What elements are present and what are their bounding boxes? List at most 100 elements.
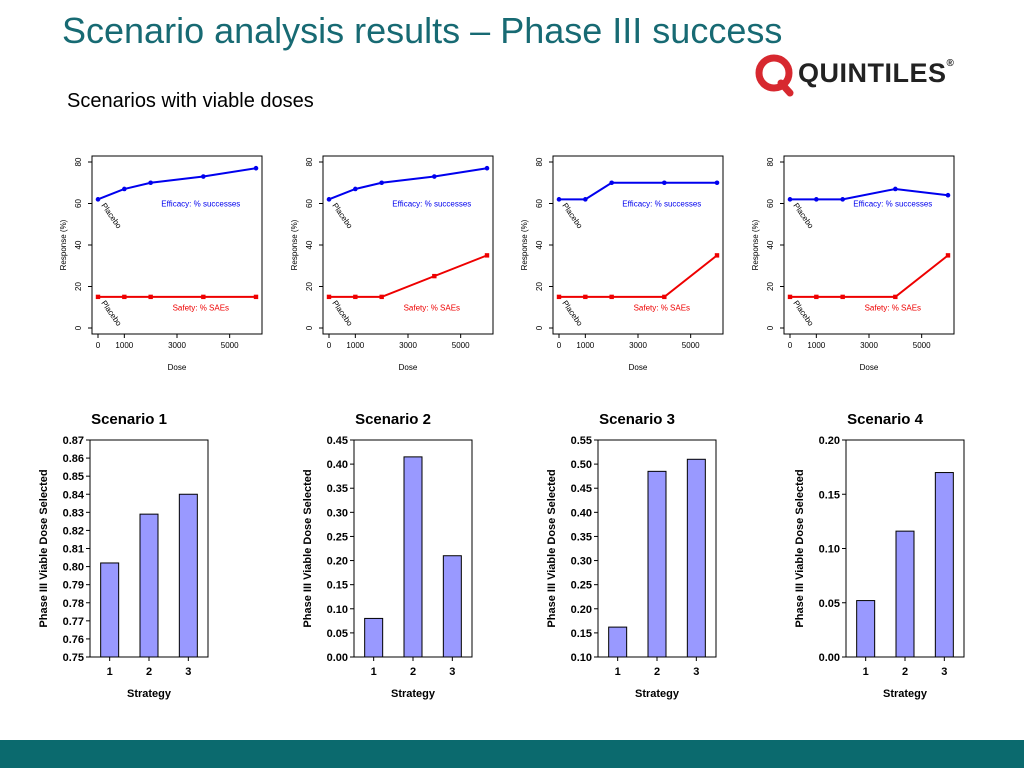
- y-tick-label: 0.05: [327, 628, 348, 640]
- y-tick-label: 0.80: [63, 562, 84, 574]
- x-tick-label: 0: [96, 341, 101, 350]
- x-tick-label: 2: [146, 666, 152, 678]
- efficacy-point: [787, 197, 793, 202]
- efficacy-point: [253, 165, 259, 171]
- y-tick-label: 60: [305, 199, 314, 208]
- bar: [686, 458, 706, 658]
- x-tick-label: 1: [107, 666, 113, 678]
- efficacy-point: [583, 197, 588, 202]
- x-tick-label: 5000: [452, 341, 470, 350]
- safety-point: [893, 294, 898, 300]
- y-axis-label: Response (%): [751, 219, 760, 270]
- x-tick-label: 5000: [913, 341, 931, 350]
- y-tick-label: 0.79: [63, 580, 84, 592]
- placebo-annotation: Placebo: [791, 201, 815, 230]
- line-chart-4: 0 20 40 60 80 0 1000 3000 5000 Dose Response (%) Ef…: [751, 155, 955, 372]
- efficacy-point: [814, 197, 819, 202]
- y-tick-label: 0.45: [327, 435, 348, 447]
- placebo-annotation: Placebo: [330, 299, 354, 328]
- placebo-annotation: Placebo: [99, 201, 123, 230]
- safety-point: [148, 294, 153, 300]
- x-tick-label: 0: [327, 341, 332, 350]
- y-tick-label: 0.85: [63, 471, 84, 483]
- x-tick-label: 3: [449, 666, 455, 678]
- safety-point: [95, 294, 101, 300]
- quintiles-logo-icon: [755, 54, 794, 97]
- y-tick-label: 80: [74, 157, 83, 166]
- y-tick-label: 0.76: [63, 634, 84, 646]
- bar-chart-scenario-3: Scenario 3 0.10 0.15 0.20 0.25 0.30 0.35 0.40 0.…: [546, 411, 717, 700]
- safety-point: [814, 294, 819, 300]
- y-tick-label: 0.30: [571, 556, 592, 568]
- bar-chart-title: Scenario 1: [91, 411, 167, 428]
- efficacy-point: [122, 186, 127, 192]
- y-tick-label: 20: [74, 282, 83, 291]
- y-tick-label: 20: [535, 282, 544, 291]
- bar-chart-scenario-4: Scenario 4 0.00 0.05 0.10 0.15 0.20 1 2 3 Strateg…: [794, 411, 965, 700]
- bar-chart-title: Scenario 4: [847, 411, 924, 428]
- bar: [403, 456, 423, 658]
- x-tick-label: 3: [185, 666, 191, 678]
- safety-point: [326, 294, 332, 300]
- bar: [100, 562, 120, 658]
- x-tick-label: 0: [788, 341, 793, 350]
- efficacy-point: [432, 174, 437, 179]
- y-tick-label: 0.25: [327, 531, 348, 543]
- efficacy-line: [790, 187, 949, 201]
- bar: [139, 513, 159, 658]
- efficacy-label: Efficacy: % successes: [853, 200, 932, 209]
- safety-point: [122, 294, 127, 300]
- x-tick-label: 5000: [221, 341, 239, 350]
- y-tick-label: 0.15: [819, 489, 840, 501]
- bar: [934, 472, 954, 658]
- y-axis-label: Phase III Viable Dose Selected: [38, 469, 50, 627]
- y-tick-label: 40: [305, 240, 314, 249]
- y-tick-label: 0.10: [571, 652, 592, 664]
- bar: [364, 617, 384, 658]
- y-tick-label: 80: [305, 157, 314, 166]
- safety-point: [556, 294, 562, 300]
- quintiles-logo: QUINTILES®: [752, 52, 982, 97]
- efficacy-label: Efficacy: % successes: [392, 200, 471, 209]
- efficacy-point: [609, 180, 614, 186]
- placebo-annotation: Placebo: [560, 201, 584, 230]
- efficacy-point: [201, 174, 206, 179]
- safety-point: [945, 253, 951, 258]
- y-tick-label: 40: [535, 240, 544, 249]
- x-tick-label: 1000: [576, 341, 594, 350]
- y-tick-label: 0.20: [571, 604, 592, 616]
- x-tick-label: 1: [615, 666, 621, 678]
- x-axis-label: Strategy: [883, 688, 928, 700]
- efficacy-point: [379, 180, 384, 186]
- efficacy-point: [95, 197, 101, 202]
- safety-point: [201, 294, 206, 300]
- x-tick-label: 2: [902, 666, 908, 678]
- safety-point: [253, 294, 259, 300]
- line-chart-3: 0 20 40 60 80 0 1000 3000 5000 Dose Response (%) Ef…: [520, 155, 724, 372]
- efficacy-line: [328, 167, 488, 201]
- x-axis-label: Dose: [168, 363, 187, 372]
- x-tick-label: 0: [557, 341, 562, 350]
- x-axis-label: Strategy: [635, 688, 680, 700]
- bar: [442, 555, 462, 658]
- y-tick-label: 0.86: [63, 453, 84, 465]
- safety-label: Safety: % SAEs: [173, 303, 229, 312]
- x-tick-label: 1: [371, 666, 377, 678]
- y-tick-label: 60: [535, 199, 544, 208]
- y-tick-label: 60: [766, 199, 775, 208]
- x-tick-label: 3000: [629, 341, 647, 350]
- y-tick-label: 0.15: [571, 628, 592, 640]
- efficacy-point: [148, 180, 153, 186]
- x-tick-label: 3000: [399, 341, 417, 350]
- x-tick-label: 1000: [346, 341, 364, 350]
- placebo-annotation: Placebo: [560, 299, 584, 328]
- x-tick-label: 3000: [860, 341, 878, 350]
- x-tick-label: 1: [863, 666, 869, 678]
- efficacy-point: [945, 192, 951, 198]
- efficacy-label: Efficacy: % successes: [622, 200, 701, 209]
- bar-chart-title: Scenario 3: [599, 411, 675, 428]
- safety-label: Safety: % SAEs: [404, 303, 460, 312]
- bar-chart-scenario-2: Scenario 2 0.00 0.05 0.10 0.15 0.20 0.25 0.30 0.…: [302, 411, 473, 700]
- x-tick-label: 1000: [115, 341, 133, 350]
- x-axis-label: Strategy: [391, 688, 436, 700]
